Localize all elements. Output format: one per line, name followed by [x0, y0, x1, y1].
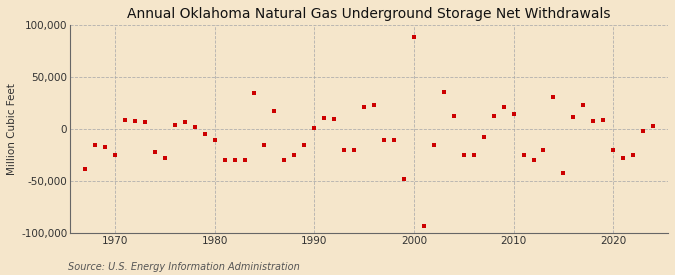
- Point: [180, 120, 190, 124]
- Point: [618, 156, 628, 160]
- Point: [269, 109, 280, 114]
- Point: [578, 103, 589, 107]
- Point: [488, 113, 499, 118]
- Point: [408, 35, 419, 40]
- Point: [329, 117, 340, 121]
- Point: [349, 148, 360, 152]
- Point: [80, 166, 90, 171]
- Y-axis label: Million Cubic Feet: Million Cubic Feet: [7, 83, 17, 175]
- Point: [468, 153, 479, 157]
- Point: [379, 137, 389, 142]
- Point: [528, 158, 539, 163]
- Point: [119, 117, 130, 122]
- Point: [309, 126, 320, 130]
- Point: [259, 142, 270, 147]
- Point: [299, 142, 310, 147]
- Point: [568, 114, 578, 119]
- Point: [339, 148, 350, 152]
- Point: [448, 113, 459, 118]
- Point: [289, 153, 300, 157]
- Point: [279, 158, 290, 163]
- Point: [209, 137, 220, 142]
- Point: [479, 135, 489, 140]
- Point: [109, 153, 120, 157]
- Point: [199, 132, 210, 136]
- Point: [159, 156, 170, 160]
- Title: Annual Oklahoma Natural Gas Underground Storage Net Withdrawals: Annual Oklahoma Natural Gas Underground …: [128, 7, 611, 21]
- Point: [189, 125, 200, 129]
- Point: [588, 119, 599, 123]
- Point: [239, 158, 250, 163]
- Point: [628, 153, 639, 157]
- Point: [358, 105, 369, 109]
- Point: [219, 158, 230, 163]
- Point: [508, 112, 519, 117]
- Point: [648, 124, 659, 128]
- Point: [90, 142, 101, 147]
- Point: [558, 171, 569, 175]
- Point: [418, 224, 429, 228]
- Point: [230, 158, 240, 163]
- Point: [538, 148, 549, 152]
- Text: Source: U.S. Energy Information Administration: Source: U.S. Energy Information Administ…: [68, 262, 299, 272]
- Point: [638, 129, 649, 133]
- Point: [498, 105, 509, 109]
- Point: [149, 150, 160, 154]
- Point: [389, 137, 400, 142]
- Point: [598, 117, 609, 122]
- Point: [249, 90, 260, 95]
- Point: [319, 116, 329, 120]
- Point: [140, 120, 151, 124]
- Point: [130, 119, 140, 123]
- Point: [548, 95, 559, 99]
- Point: [398, 177, 409, 181]
- Point: [369, 103, 379, 107]
- Point: [608, 148, 619, 152]
- Point: [169, 123, 180, 127]
- Point: [429, 142, 439, 147]
- Point: [458, 153, 469, 157]
- Point: [439, 89, 450, 94]
- Point: [100, 145, 111, 149]
- Point: [518, 153, 529, 157]
